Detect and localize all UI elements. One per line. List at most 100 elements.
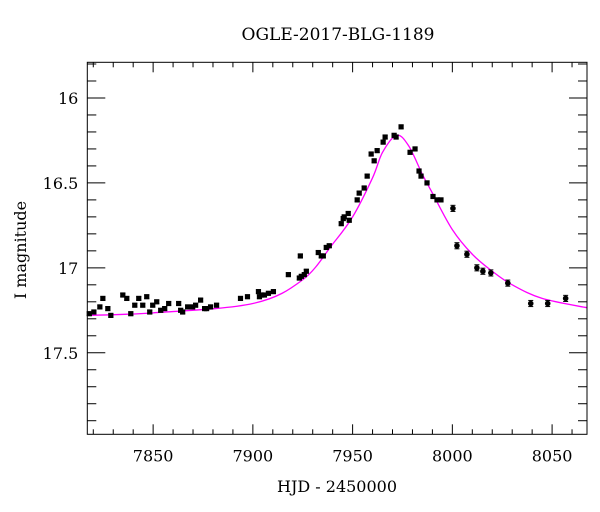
point-marker xyxy=(474,265,480,271)
point-marker xyxy=(382,134,388,140)
point-marker xyxy=(505,280,511,286)
data-point xyxy=(185,304,191,310)
x-tick-label: 7950 xyxy=(332,446,373,465)
point-marker xyxy=(361,185,367,191)
y-axis-label: I magnitude xyxy=(11,201,30,299)
point-marker xyxy=(346,217,352,223)
point-marker xyxy=(193,302,199,308)
data-point xyxy=(424,180,430,186)
data-point xyxy=(562,294,569,302)
data-point xyxy=(297,253,303,259)
data-point xyxy=(244,294,251,300)
data-point xyxy=(338,221,344,227)
point-marker xyxy=(265,290,272,296)
data-point xyxy=(398,124,404,130)
data-point xyxy=(416,168,422,174)
data-point xyxy=(124,295,130,302)
y-tick-label: 17.5 xyxy=(43,344,79,363)
y-tick-label: 17 xyxy=(58,259,78,278)
data-point xyxy=(180,309,186,315)
point-marker xyxy=(374,148,380,154)
data-point xyxy=(132,302,138,308)
point-marker xyxy=(91,309,97,315)
point-marker xyxy=(190,304,196,310)
data-point xyxy=(270,289,277,295)
tick-labels: 7850 7900 7950 8000 8050 16 16.5 17 17.5 xyxy=(43,89,573,465)
data-point xyxy=(544,299,551,308)
data-point xyxy=(207,304,214,310)
data-point xyxy=(418,173,424,179)
data-points xyxy=(86,124,569,318)
point-marker xyxy=(544,300,551,307)
chart-title: OGLE-2017-BLG-1189 xyxy=(242,25,435,45)
point-marker xyxy=(356,190,362,196)
model-curve xyxy=(87,134,588,317)
point-marker xyxy=(371,158,377,164)
x-tick-label: 8000 xyxy=(432,446,473,465)
axis-ticks xyxy=(87,62,587,435)
point-marker xyxy=(297,253,303,259)
point-marker xyxy=(320,253,326,259)
data-point xyxy=(438,197,444,203)
point-marker xyxy=(315,249,321,256)
data-point xyxy=(162,306,168,312)
data-point xyxy=(346,217,352,223)
point-marker xyxy=(480,268,486,275)
point-marker xyxy=(418,173,424,179)
point-marker xyxy=(108,312,114,318)
data-point xyxy=(382,134,388,140)
data-point xyxy=(128,311,134,317)
point-marker xyxy=(120,292,126,298)
point-marker xyxy=(464,251,470,258)
point-marker xyxy=(301,272,307,278)
data-point xyxy=(140,302,146,308)
data-point xyxy=(380,139,386,145)
point-marker xyxy=(424,180,430,186)
point-marker xyxy=(154,299,160,305)
point-marker xyxy=(166,300,172,307)
data-point xyxy=(450,204,456,212)
point-marker xyxy=(124,295,130,302)
point-marker xyxy=(213,302,220,308)
point-marker xyxy=(244,294,251,300)
point-marker xyxy=(380,139,386,145)
point-marker xyxy=(285,272,291,278)
point-marker xyxy=(270,289,277,295)
point-marker xyxy=(144,294,150,300)
point-marker xyxy=(527,300,534,307)
point-marker xyxy=(488,270,494,276)
data-point xyxy=(361,185,367,191)
data-point xyxy=(97,304,103,310)
data-point xyxy=(147,309,153,315)
data-point xyxy=(368,151,374,157)
point-marker xyxy=(180,309,186,315)
data-point xyxy=(326,243,332,249)
data-point xyxy=(454,242,460,250)
point-marker xyxy=(416,168,422,174)
point-marker xyxy=(338,221,344,227)
point-marker xyxy=(407,149,413,155)
point-marker xyxy=(326,243,332,249)
data-point xyxy=(91,309,97,315)
point-marker xyxy=(345,210,351,217)
point-marker xyxy=(438,197,444,203)
point-marker xyxy=(261,292,268,298)
point-marker xyxy=(162,306,168,312)
model-curve-group xyxy=(87,134,588,317)
data-point xyxy=(474,264,480,272)
point-marker xyxy=(303,268,309,274)
data-point xyxy=(108,312,114,318)
data-point xyxy=(265,290,272,296)
data-point xyxy=(412,146,418,152)
data-point xyxy=(315,249,321,256)
point-marker xyxy=(140,302,146,308)
data-point xyxy=(393,134,399,140)
point-marker xyxy=(298,273,304,279)
point-marker xyxy=(454,242,460,249)
data-point xyxy=(356,190,362,196)
data-point xyxy=(320,253,326,259)
data-point xyxy=(154,299,160,305)
point-marker xyxy=(147,309,153,315)
y-tick-label: 16.5 xyxy=(43,174,79,193)
